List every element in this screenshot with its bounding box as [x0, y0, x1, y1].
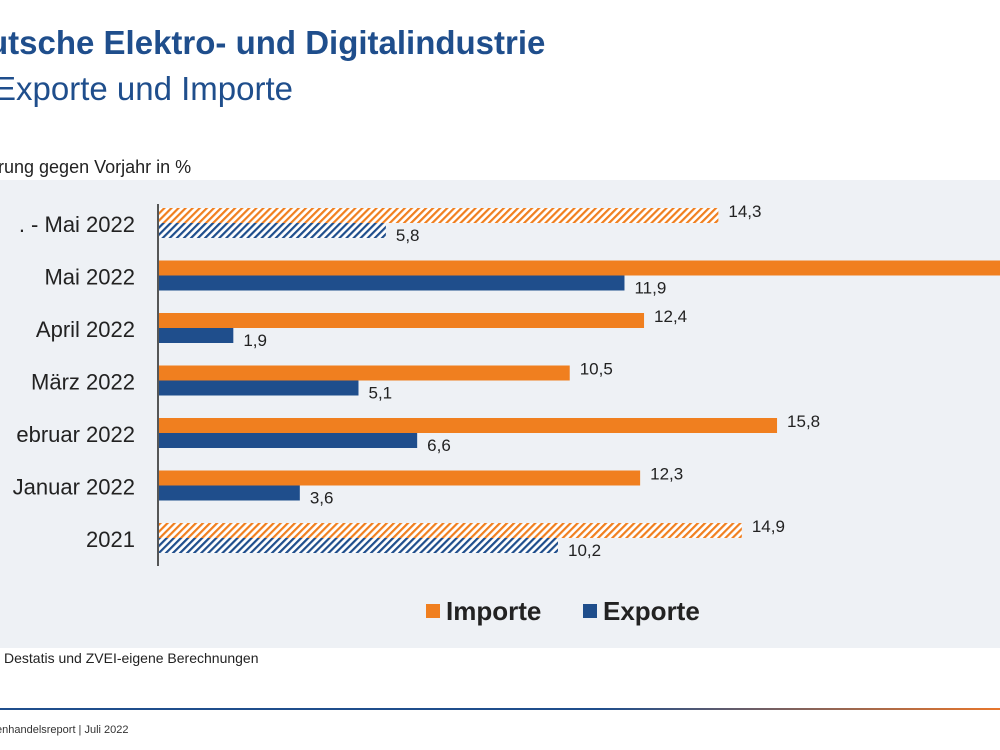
bar-exporte: [159, 328, 234, 343]
bar-exporte: [159, 223, 386, 238]
footer-text: enhandelsreport | Juli 2022: [0, 724, 129, 736]
category-label: Januar 2022: [13, 475, 135, 500]
bar-chart: . - Mai 2022 14,3 5,8 Mai 2022 11,9 April 202…: [13, 202, 1000, 626]
data-label-exporte: 5,1: [368, 384, 392, 403]
category-label: . - Mai 2022: [19, 212, 135, 237]
category-label: April 2022: [36, 317, 135, 342]
category-label: ebruar 2022: [16, 422, 135, 447]
bar-importe: [159, 470, 641, 486]
bar-exporte: [159, 380, 359, 396]
category-label: Mai 2022: [44, 265, 135, 290]
bar-importe: [159, 260, 1000, 276]
bar-importe: [159, 523, 742, 538]
bar-exporte: [159, 538, 558, 553]
bar-exporte: [159, 485, 300, 501]
bar-importe: [159, 418, 778, 433]
data-label-importe: 12,4: [654, 307, 687, 326]
data-label-exporte: 3,6: [310, 489, 334, 508]
data-label-exporte: 10,2: [568, 541, 601, 560]
chart-panel: . - Mai 2022 14,3 5,8 Mai 2022 11,9 April 202…: [0, 180, 1000, 648]
bar-importe: [159, 313, 645, 328]
bar-exporte: [159, 275, 625, 291]
bar-importe: [159, 365, 570, 381]
source-note: Destatis und ZVEI-eigene Berechnungen: [4, 650, 259, 666]
legend-label-exporte: Exporte: [603, 596, 700, 626]
data-label-exporte: 6,6: [427, 436, 451, 455]
bar-importe: [159, 208, 719, 223]
footer-rule: [0, 708, 1000, 710]
legend: Importe Exporte: [426, 596, 700, 626]
data-label-importe: 10,5: [580, 360, 613, 379]
category-label: März 2022: [31, 370, 135, 395]
chart-title: utsche Elektro- und Digitalindustrie: [0, 24, 546, 61]
legend-label-importe: Importe: [446, 596, 541, 626]
data-label-exporte: 1,9: [243, 331, 267, 350]
unit-label: erung gegen Vorjahr in %: [0, 157, 192, 177]
bar-exporte: [159, 433, 418, 448]
data-label-importe: 15,8: [787, 412, 820, 431]
legend-swatch-exporte: [583, 604, 597, 618]
data-label-importe: 14,3: [728, 202, 761, 221]
data-label-importe: 14,9: [752, 517, 785, 536]
data-label-importe: 12,3: [650, 465, 683, 484]
legend-swatch-importe: [426, 604, 440, 618]
data-label-exporte: 5,8: [396, 226, 420, 245]
category-label: 2021: [86, 527, 135, 552]
data-label-exporte: 11,9: [634, 279, 666, 298]
chart-subtitle: Exporte und Importe: [0, 70, 293, 107]
